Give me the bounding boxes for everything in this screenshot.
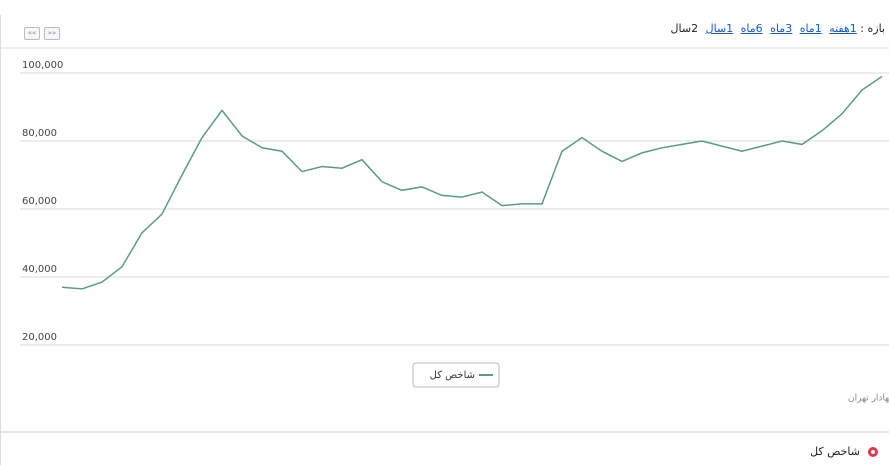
- y-tick-label: 60,000: [22, 196, 57, 207]
- zoom-out-button[interactable]: ««: [24, 27, 40, 40]
- credit: بورس اوراق بهادار تهران: [848, 394, 889, 404]
- y-tick-label: 100,000: [22, 60, 63, 71]
- legend-box: [412, 362, 500, 388]
- range-link[interactable]: 1سال: [705, 22, 734, 35]
- range-bar: بازه : 1هفته 1ماه 3ماه 6ماه 1سال 2سال: [671, 22, 885, 35]
- selector-icon-dot: [871, 450, 875, 454]
- range-current: 2سال: [670, 22, 699, 35]
- range-link[interactable]: 1ماه: [799, 22, 822, 35]
- series-line: [61, 75, 883, 290]
- range-link[interactable]: 1هفته: [829, 22, 857, 35]
- legend-label: شاخص کل: [430, 370, 475, 381]
- y-tick-label: 40,000: [22, 264, 57, 275]
- range-link[interactable]: 3ماه: [770, 22, 793, 35]
- selector-label[interactable]: شاخص کل: [810, 445, 860, 458]
- range-label: بازه :: [860, 22, 885, 35]
- y-tick-label: 20,000: [22, 332, 57, 343]
- range-link[interactable]: 6ماه: [740, 22, 763, 35]
- zoom-in-button[interactable]: »»: [44, 27, 60, 40]
- y-tick-label: 80,000: [22, 128, 57, 139]
